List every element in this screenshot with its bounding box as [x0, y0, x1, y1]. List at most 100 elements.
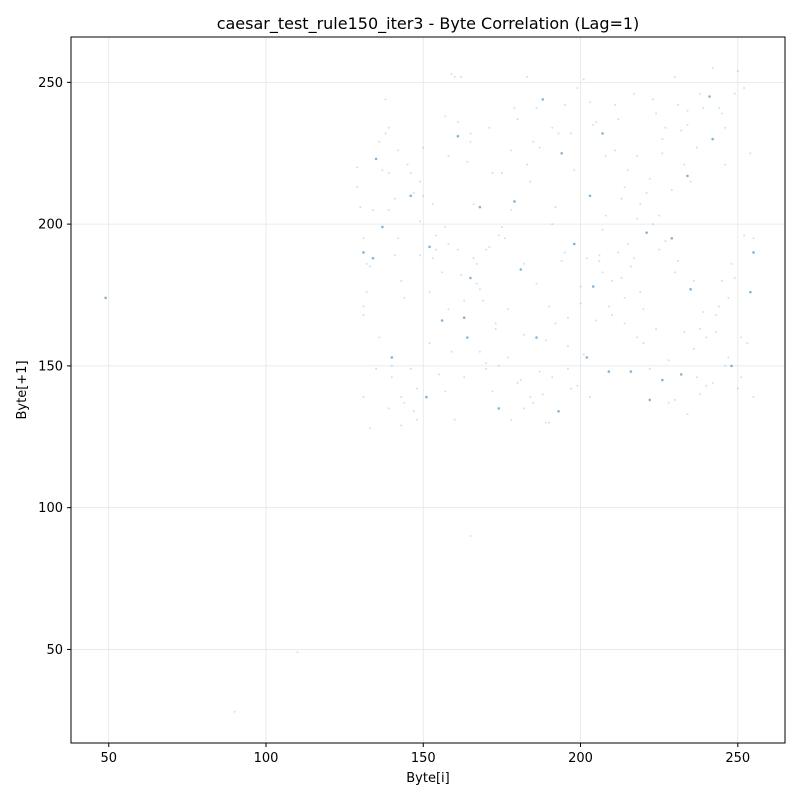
- data-point: [623, 296, 626, 299]
- data-point: [390, 376, 393, 379]
- data-point: [482, 299, 485, 302]
- data-point: [365, 262, 368, 265]
- data-point: [617, 118, 620, 121]
- data-point: [529, 180, 532, 183]
- data-point: [601, 132, 604, 135]
- data-point: [403, 401, 406, 404]
- data-point: [623, 322, 626, 325]
- y-tick-label: 100: [38, 501, 63, 516]
- data-point: [544, 339, 547, 342]
- data-point: [371, 208, 374, 211]
- data-point: [444, 225, 447, 228]
- data-point: [462, 316, 466, 319]
- data-point: [469, 132, 472, 135]
- data-point: [636, 155, 639, 158]
- data-point: [428, 245, 431, 249]
- data-point: [529, 396, 532, 399]
- data-point: [409, 194, 413, 198]
- data-point: [400, 279, 403, 282]
- data-point: [717, 106, 720, 109]
- data-point: [371, 256, 375, 260]
- data-point: [362, 305, 365, 308]
- data-point: [447, 242, 450, 245]
- data-point: [434, 234, 437, 237]
- data-point: [463, 299, 466, 302]
- data-point: [460, 274, 463, 277]
- data-point: [633, 92, 636, 95]
- data-point: [582, 78, 585, 81]
- data-point: [607, 305, 610, 308]
- data-point: [469, 140, 472, 143]
- data-point: [717, 305, 720, 308]
- data-point: [365, 291, 368, 294]
- data-point: [535, 282, 538, 285]
- data-point: [478, 288, 481, 291]
- data-point: [485, 367, 488, 370]
- data-point: [500, 225, 503, 228]
- data-point: [522, 407, 525, 410]
- data-point: [588, 194, 592, 198]
- data-point: [522, 262, 525, 265]
- data-point: [623, 186, 626, 189]
- data-point: [566, 345, 569, 348]
- data-point: [412, 191, 415, 194]
- data-point: [711, 381, 714, 384]
- data-point: [447, 155, 450, 158]
- data-point: [415, 387, 418, 390]
- data-point: [491, 172, 494, 175]
- data-point: [406, 163, 409, 166]
- data-point: [651, 98, 654, 101]
- data-point: [749, 152, 752, 155]
- data-point: [387, 407, 390, 410]
- data-point: [378, 140, 381, 143]
- data-point: [544, 421, 547, 424]
- data-point: [500, 172, 503, 175]
- data-point: [431, 203, 434, 206]
- data-point: [374, 157, 378, 161]
- data-point: [661, 152, 664, 155]
- data-point: [689, 180, 692, 183]
- data-point: [673, 271, 676, 274]
- data-point: [636, 217, 639, 220]
- data-point: [673, 75, 676, 78]
- data-point: [749, 290, 752, 294]
- data-point: [356, 186, 359, 189]
- data-point: [397, 149, 400, 152]
- data-point: [733, 277, 736, 280]
- data-point: [727, 356, 730, 359]
- data-point: [475, 282, 478, 285]
- data-point: [752, 251, 755, 254]
- data-point: [658, 214, 661, 217]
- data-point: [570, 387, 573, 390]
- data-point: [415, 418, 418, 421]
- data-point: [541, 393, 544, 396]
- data-point: [629, 370, 633, 373]
- data-point: [711, 67, 714, 70]
- data-point: [491, 390, 494, 393]
- data-point: [655, 328, 658, 331]
- data-point: [532, 401, 535, 404]
- data-point: [560, 259, 563, 262]
- chart-title: caesar_test_rule150_iter3 - Byte Correla…: [217, 14, 640, 34]
- data-point: [724, 364, 727, 367]
- data-point: [563, 104, 566, 107]
- data-point: [456, 134, 460, 138]
- data-point: [686, 174, 689, 178]
- data-point: [736, 387, 739, 390]
- data-point: [447, 308, 450, 311]
- data-point: [645, 231, 648, 234]
- data-point: [387, 126, 390, 129]
- data-point: [730, 364, 733, 368]
- data-point: [570, 132, 573, 135]
- data-point: [425, 395, 428, 399]
- data-point: [497, 364, 500, 367]
- data-point: [673, 398, 676, 401]
- data-point: [538, 146, 541, 149]
- data-point: [450, 350, 453, 353]
- axis-ticks: 50 100 150 200 250 50 100 150 200 250: [38, 76, 750, 766]
- data-point: [387, 208, 390, 211]
- data-point: [494, 328, 497, 331]
- data-point: [419, 220, 422, 223]
- data-point: [572, 242, 576, 246]
